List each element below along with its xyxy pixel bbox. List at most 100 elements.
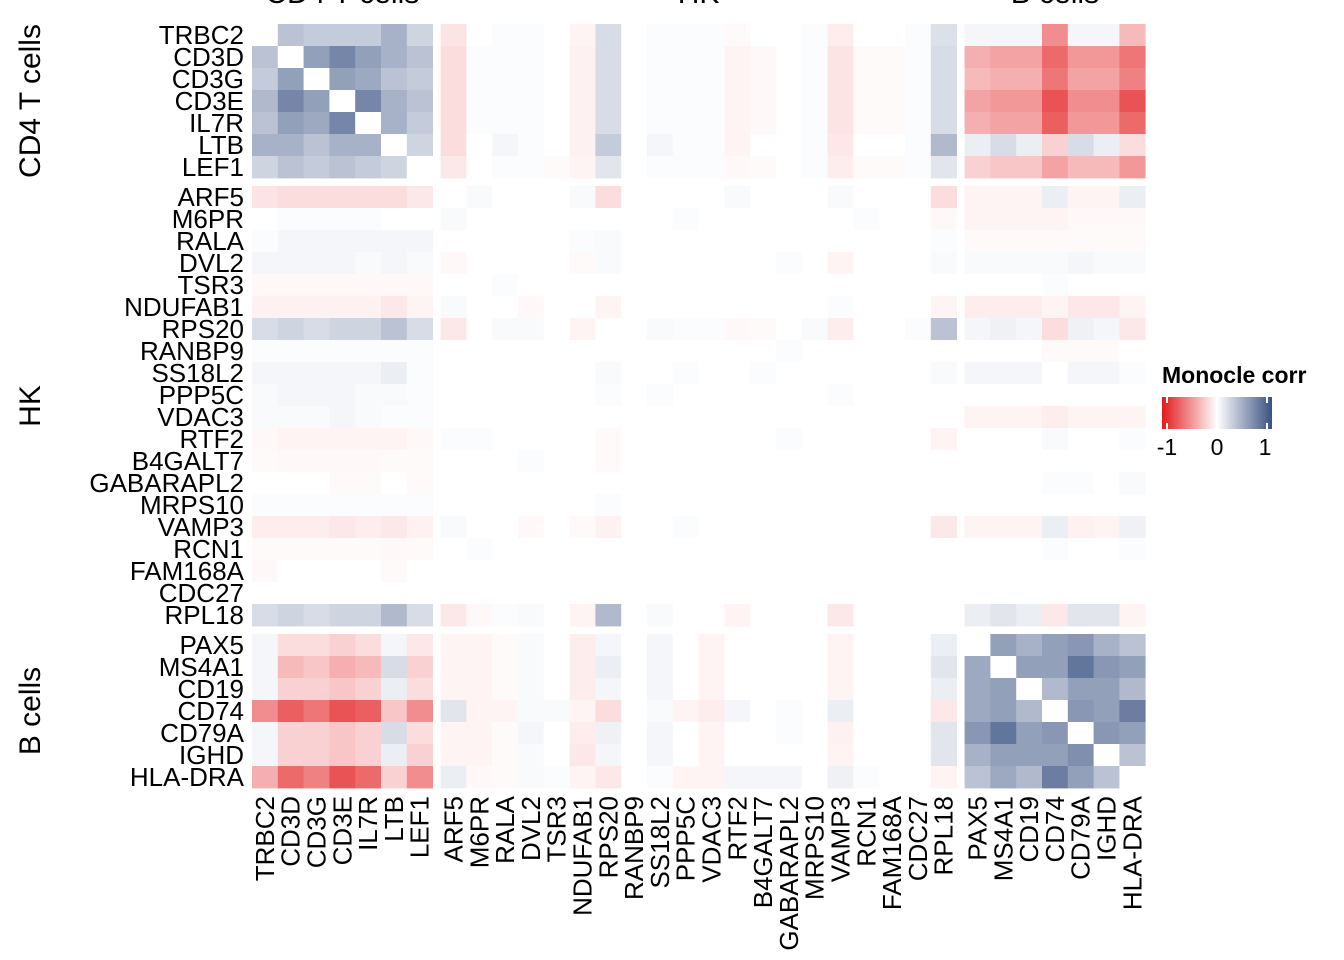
heatmap-cell-ighd-rcn1: [853, 744, 880, 767]
heatmap-cell-rtf2-rps20: [595, 428, 622, 451]
heatmap-cell-ppp5c-cd19: [1016, 384, 1043, 407]
heatmap-cell-cd19-cd3e: [329, 678, 356, 701]
heatmap-cell-lef1-rala: [492, 156, 519, 179]
heatmap-cell-vdac3-fam168a: [879, 406, 906, 429]
heatmap-cell-cd79a-trbc2: [252, 722, 279, 745]
heatmap-cell-rtf2-rtf2: [724, 428, 751, 451]
heatmap-cell-ighd-cd3e: [329, 744, 356, 767]
heatmap-cell-m6pr-ms4a1: [990, 208, 1017, 231]
heatmap-cell-mrps10-cd19: [1016, 494, 1043, 517]
heatmap-cell-tsr3-lef1: [406, 274, 433, 297]
heatmap-cell-ms4a1-lef1: [406, 656, 433, 679]
heatmap-cell-cd79a-arf5: [440, 722, 467, 745]
heatmap-cell-cd3g-il7r: [355, 68, 382, 91]
row-label-ppp5c: PPP5C: [159, 380, 244, 410]
heatmap-cell-vamp3-b4galt7: [750, 516, 777, 539]
heatmap-cell-ms4a1-b4galt7: [750, 656, 777, 679]
heatmap-cell-ltb-vdac3: [698, 134, 725, 157]
heatmap-cell-cd3d-ranbp9: [621, 46, 648, 69]
heatmap-cell-ms4a1-m6pr: [466, 656, 493, 679]
heatmap-cell-cd74-arf5: [440, 700, 467, 723]
heatmap-cell-dvl2-cd3g: [303, 252, 330, 275]
row-label-fam168a: FAM168A: [130, 556, 245, 586]
heatmap-cell-il7r-trbc2: [252, 112, 279, 135]
heatmap-cell-lef1-b4galt7: [750, 156, 777, 179]
heatmap-cell-tsr3-gabarapl2: [776, 274, 803, 297]
heatmap-cell-dvl2-dvl2: [518, 252, 545, 275]
heatmap-cell-ss18l2-cd79a: [1067, 362, 1094, 385]
heatmap-cell-m6pr-cd3d: [277, 208, 304, 231]
heatmap-cell-tsr3-ss18l2: [647, 274, 674, 297]
heatmap-cell-cd19-fam168a: [879, 678, 906, 701]
heatmap-cell-rps20-gabarapl2: [776, 318, 803, 341]
heatmap-cell-lef1-m6pr: [466, 156, 493, 179]
heatmap-cell-dvl2-trbc2: [252, 252, 279, 275]
heatmap-cell-ppp5c-dvl2: [518, 384, 545, 407]
heatmap-cell-ighd-mrps10: [801, 744, 828, 767]
heatmap-cell-ndufab1-b4galt7: [750, 296, 777, 319]
heatmap-cell-ms4a1-cd19: [1016, 656, 1043, 679]
heatmap-cell-gabarapl2-rtf2: [724, 472, 751, 495]
heatmap-cell-arf5-ms4a1: [990, 186, 1017, 209]
heatmap-cell-cd19-cd74: [1042, 678, 1069, 701]
heatmap-cell-gabarapl2-m6pr: [466, 472, 493, 495]
heatmap-cell-trbc2-tsr3: [543, 24, 570, 47]
heatmap-cell-ss18l2-rpl18: [930, 362, 957, 385]
heatmap-cell-ppp5c-rala: [492, 384, 519, 407]
heatmap-cell-ndufab1-ranbp9: [621, 296, 648, 319]
heatmap-cell-rps20-il7r: [355, 318, 382, 341]
heatmap-cell-hla-dra-cd74: [1042, 766, 1069, 789]
heatmap-cell-cd19-ranbp9: [621, 678, 648, 701]
heatmap-cell-rtf2-fam168a: [879, 428, 906, 451]
heatmap-cell-ltb-cd79a: [1067, 134, 1094, 157]
heatmap-cell-fam168a-arf5: [440, 560, 467, 583]
heatmap-cell-ss18l2-rps20: [595, 362, 622, 385]
heatmap-cell-cdc27-ndufab1: [569, 582, 596, 605]
heatmap-cell-rala-gabarapl2: [776, 230, 803, 253]
heatmap-cell-ndufab1-il7r: [355, 296, 382, 319]
heatmap-cell-lef1-vdac3: [698, 156, 725, 179]
heatmap-cell-rtf2-dvl2: [518, 428, 545, 451]
heatmap-cell-rpl18-ms4a1: [990, 604, 1017, 627]
heatmap-cell-m6pr-rcn1: [853, 208, 880, 231]
heatmap-cell-ranbp9-vdac3: [698, 340, 725, 363]
heatmap-cell-vdac3-lef1: [406, 406, 433, 429]
heatmap-cell-cd74-hla-dra: [1119, 700, 1146, 723]
heatmap-cell-rala-ms4a1: [990, 230, 1017, 253]
heatmap-cell-ndufab1-cd3d: [277, 296, 304, 319]
heatmap-cell-rtf2-cd74: [1042, 428, 1069, 451]
heatmap-cell-trbc2-ppp5c: [672, 24, 699, 47]
heatmap-cell-il7r-vamp3: [827, 112, 854, 135]
heatmap-cell-vdac3-dvl2: [518, 406, 545, 429]
row-label-rcn1: RCN1: [173, 534, 244, 564]
heatmap-cell-rpl18-trbc2: [252, 604, 279, 627]
heatmap-cell-vamp3-mrps10: [801, 516, 828, 539]
heatmap-cell-rala-dvl2: [518, 230, 545, 253]
heatmap-cell-cd3g-rala: [492, 68, 519, 91]
heatmap-cell-il7r-ppp5c: [672, 112, 699, 135]
heatmap-cell-fam168a-ighd: [1093, 560, 1120, 583]
heatmap-cell-rala-trbc2: [252, 230, 279, 253]
heatmap-cell-cdc27-fam168a: [879, 582, 906, 605]
legend-tick-mid: 0: [1211, 434, 1224, 460]
heatmap-cell-hla-dra-ranbp9: [621, 766, 648, 789]
heatmap-cell-ighd-cd19: [1016, 744, 1043, 767]
heatmap-cell-dvl2-rcn1: [853, 252, 880, 275]
heatmap-cell-ndufab1-rala: [492, 296, 519, 319]
heatmap-cell-rala-arf5: [440, 230, 467, 253]
heatmap-cell-lef1-cd3e: [329, 156, 356, 179]
heatmap-cell-m6pr-cd79a: [1067, 208, 1094, 231]
heatmap-cell-rps20-ltb: [381, 318, 408, 341]
heatmap-cell-ighd-fam168a: [879, 744, 906, 767]
heatmap-cell-cd3e-lef1: [406, 90, 433, 113]
row-label-arf5: ARF5: [178, 182, 244, 212]
column-label-cd19: CD19: [1014, 796, 1044, 862]
heatmap-cell-vdac3-cd3g: [303, 406, 330, 429]
heatmap-cell-b4galt7-rcn1: [853, 450, 880, 473]
heatmap-cell-rcn1-mrps10: [801, 538, 828, 561]
heatmap-cell-ranbp9-fam168a: [879, 340, 906, 363]
heatmap-cell-cd19-rpl18: [930, 678, 957, 701]
heatmap-cell-trbc2-rala: [492, 24, 519, 47]
heatmap-cell-hla-dra-cd79a: [1067, 766, 1094, 789]
heatmap-cell-il7r-cd3e: [329, 112, 356, 135]
